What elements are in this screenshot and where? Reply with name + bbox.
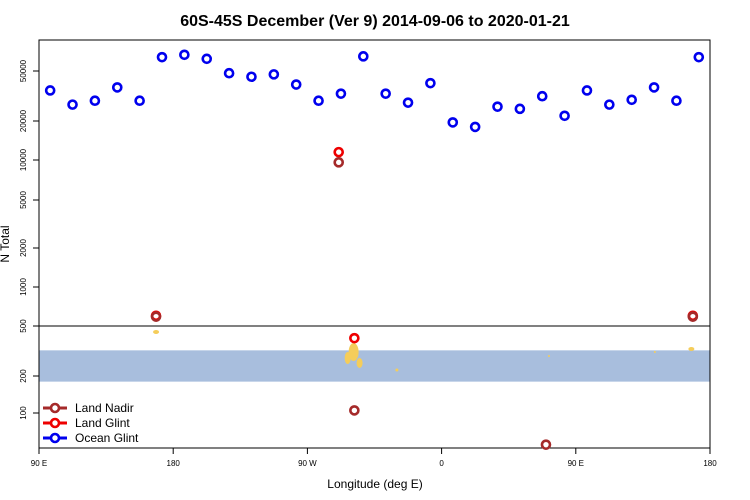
ocean-glint-point [380,88,391,99]
ocean-glint-point [223,67,235,79]
data-points-layer [44,49,705,450]
ocean-glint-point [201,53,213,65]
ocean-glint-point [492,101,503,112]
ocean-glint-point [268,69,280,80]
land-glint-point [349,332,360,344]
ocean-glint-point [536,90,548,102]
x-tick-label: 0 [439,459,444,468]
x-tick-label: 90 E [568,459,584,468]
ocean-glint-point [67,99,78,110]
ocean-glint-point [246,71,257,83]
y-tick-label: 20000 [19,109,28,132]
ocean-glint-point [425,77,436,89]
ocean-glint-point [469,121,481,133]
land-mass [653,351,656,353]
ocean-glint-point [581,85,593,96]
ocean-glint-point [447,117,459,128]
ocean-glint-point [648,82,660,93]
legend-marker-land-nadir [49,402,61,414]
y-tick-label: 1000 [19,278,28,296]
ocean-glint-point [290,79,302,90]
land-band-layer [39,350,710,382]
y-tick-label: 2000 [19,239,28,257]
land-mass [688,347,695,351]
ocean-glint-point [313,95,324,107]
legend-label-land-nadir: Land Nadir [75,401,134,415]
y-tick-label: 10000 [19,148,28,171]
ocean-glint-point [179,49,190,61]
land-nadir-point [333,157,345,168]
y-tick-label: 50000 [19,59,28,82]
y-tick-label: 100 [19,406,28,420]
land-nadir-point [349,405,360,416]
ocean-glint-point [604,99,615,110]
ocean-glint-point [89,95,101,107]
ocean-glint-point [111,82,123,93]
land-mask-layer [153,330,695,372]
y-tick-label: 5000 [19,191,28,209]
legend-label-land-glint: Land Glint [75,416,130,430]
ocean-glint-point [134,95,145,107]
x-tick-label: 90 E [31,459,47,468]
ocean-glint-point [358,51,369,62]
plot-frame [38,39,711,449]
legend-marker-land-glint [49,417,61,429]
ocean-glint-point [335,88,347,99]
land-mass [344,352,351,364]
land-nadir-point [687,311,699,322]
legend-marker-ocean-glint [49,432,61,444]
y-axis: 100 200 500 1000 2000 5000 10000 20000 50000 [19,59,39,420]
y-axis-label: N Total [0,225,12,262]
legend-label-ocean-glint: Ocean Glint [75,431,139,445]
ocean-glint-point [559,110,570,122]
land-glint-point [333,146,345,158]
ocean-glint-point [514,103,526,115]
x-tick-label: 180 [703,459,717,468]
x-tick-label: 180 [167,459,181,468]
land-nadir-point [540,439,552,450]
x-axis-label: Longitude (deg E) [327,477,422,491]
land-mass [395,368,399,372]
land-nadir-point [150,311,162,322]
ocean-glint-point [402,97,414,108]
x-axis: 90 E 180 90 W 0 90 E 180 [31,448,717,468]
ocean-glint-point [44,85,56,96]
ocean-glint-point [626,94,638,106]
ocean-glint-point [156,51,168,63]
chart-title: 60S-45S December (Ver 9) 2014-09-06 to 2… [180,13,570,30]
x-tick-label: 90 W [298,459,317,468]
land-mass [153,330,160,334]
land-band [39,350,710,382]
land-mass [348,343,359,361]
ocean-glint-point [671,95,682,107]
y-tick-label: 500 [19,319,28,333]
y-tick-label: 200 [19,369,28,383]
land-mass [547,355,550,357]
land-mass [356,358,363,368]
ocean-glint-point [693,51,705,63]
